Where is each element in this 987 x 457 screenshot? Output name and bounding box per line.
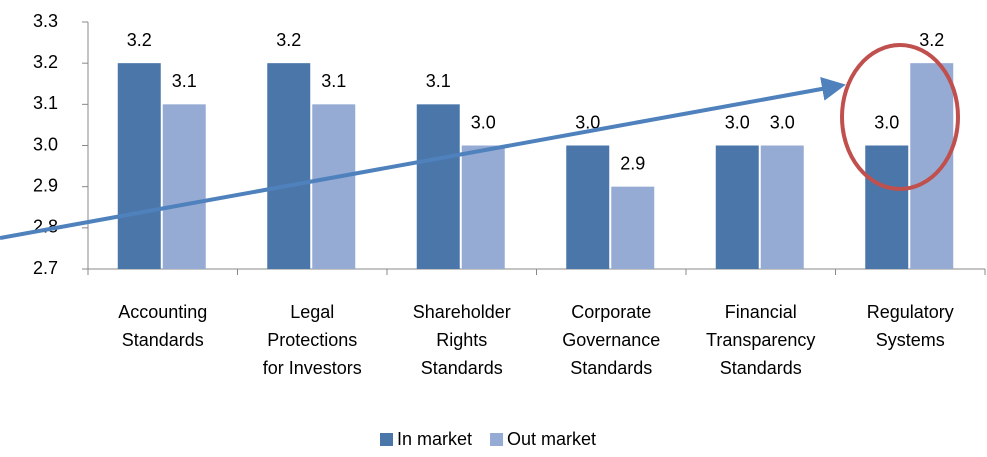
data-label: 3.1: [321, 71, 346, 91]
y-tick-label: 3.1: [33, 93, 58, 113]
y-tick-label: 2.9: [33, 175, 58, 195]
legend-swatch: [380, 433, 393, 446]
x-tick-label: Accounting Standards: [118, 302, 208, 350]
y-tick-label: 2.7: [33, 258, 58, 278]
y-tick-label: 3.2: [33, 52, 58, 72]
x-tick-label: Regulatory Systems: [866, 302, 954, 350]
data-label: 2.9: [620, 153, 645, 173]
legend-label: Out market: [507, 429, 596, 449]
x-tick-label: Corporate Governance Standards: [562, 302, 661, 378]
bar: [566, 145, 610, 269]
bar: [162, 104, 206, 269]
y-tick-label: 3.0: [33, 134, 58, 154]
data-label: 3.0: [770, 112, 795, 132]
bar: [611, 186, 655, 269]
data-label: 3.0: [575, 112, 600, 132]
bar: [715, 145, 759, 269]
y-tick-label: 3.3: [33, 11, 58, 31]
bar: [910, 63, 954, 269]
data-label: 3.1: [426, 71, 451, 91]
data-label: 3.2: [276, 30, 301, 50]
x-tick-label: Legal Protections for Investors: [262, 302, 362, 378]
bar: [760, 145, 804, 269]
highlight-circle: [840, 43, 960, 191]
bar: [117, 63, 161, 269]
data-label: 3.1: [172, 71, 197, 91]
x-tick-label: Shareholder Rights Standards: [412, 302, 511, 378]
bar: [312, 104, 356, 269]
data-label: 3.2: [919, 30, 944, 50]
bar: [416, 104, 460, 269]
legend-label: In market: [397, 429, 472, 449]
trend-arrow: [0, 77, 846, 240]
x-tick-label: Financial Transparency Standards: [706, 302, 816, 378]
legend-swatch: [490, 433, 504, 446]
data-label: 3.2: [127, 30, 152, 50]
bar: [267, 63, 311, 269]
bar: [865, 145, 909, 269]
data-label: 3.0: [725, 112, 750, 132]
data-label: 3.0: [874, 112, 899, 132]
bar: [461, 145, 505, 269]
data-label: 3.0: [471, 112, 496, 132]
